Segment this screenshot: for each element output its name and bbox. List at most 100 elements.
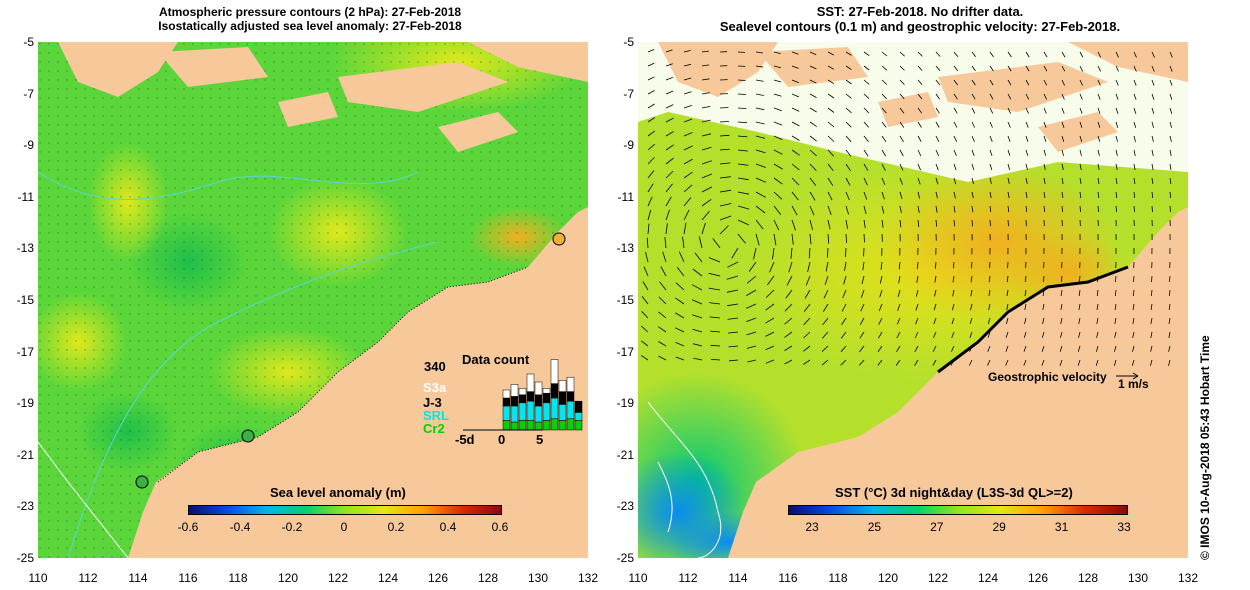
velocity-arrow — [1169, 107, 1173, 114]
velocity-arrow — [647, 223, 650, 235]
velocity-arrow — [737, 79, 746, 81]
velocity-arrow — [773, 79, 782, 83]
velocity-arrow — [899, 135, 904, 143]
sst-colorbar-tick: 23 — [805, 520, 819, 534]
velocity-arrow — [665, 223, 668, 235]
velocity-arrow — [845, 177, 851, 186]
velocity-arrow — [1169, 65, 1173, 72]
velocity-arrow — [1169, 51, 1173, 58]
velocity-arrow — [899, 205, 902, 214]
velocity-arrow — [773, 219, 780, 231]
velocity-arrow — [843, 275, 847, 285]
velocity-arrow — [845, 191, 850, 201]
velocity-arrow — [701, 198, 712, 207]
lon-tick-label: 120 — [277, 571, 299, 585]
velocity-arrow — [1133, 51, 1137, 58]
velocity-arrow — [1006, 289, 1009, 297]
velocity-arrow — [773, 149, 783, 155]
lon-tick-label: 122 — [927, 571, 949, 585]
velocity-arrow — [665, 144, 674, 151]
velocity-arrow — [827, 93, 835, 99]
velocity-arrow — [1097, 121, 1101, 128]
lat-tick-label: -23 — [616, 499, 634, 514]
velocity-arrow — [1169, 135, 1172, 142]
velocity-arrow — [765, 317, 775, 324]
sla-colorbar-title: Sea level anomaly (m) — [270, 485, 406, 500]
lon-tick-label: 112 — [78, 571, 98, 585]
velocity-arrow — [641, 296, 649, 305]
velocity-arrow — [788, 261, 793, 273]
velocity-arrow — [953, 135, 958, 142]
velocity-arrow — [784, 345, 793, 351]
velocity-arrow — [989, 79, 994, 86]
lon-tick-label: 132 — [577, 571, 599, 585]
velocity-arrow — [899, 163, 904, 171]
velocity-arrow — [808, 247, 811, 259]
velocity-arrow — [726, 289, 739, 293]
velocity-arrow — [987, 317, 991, 325]
velocity-arrow — [727, 303, 739, 307]
velocity-arrow — [916, 275, 919, 283]
velocity-arrow — [1150, 359, 1153, 366]
velocity-arrow — [989, 93, 994, 100]
velocity-arrow — [989, 135, 993, 142]
velocity-arrow — [701, 119, 711, 123]
velocity-arrow — [1025, 79, 1030, 86]
data-count-bar-s3a — [502, 389, 511, 399]
lon-tick-label: 118 — [828, 571, 848, 585]
velocity-arrow — [989, 163, 993, 171]
velocity-arrow — [1151, 93, 1155, 100]
velocity-arrow — [701, 210, 710, 221]
velocity-arrow — [899, 177, 903, 185]
lon-tick-label: 124 — [377, 571, 399, 585]
velocity-arrow — [1079, 135, 1083, 142]
velocity-arrow — [971, 79, 976, 86]
velocity-arrow — [1150, 289, 1153, 297]
velocity-arrow — [1061, 191, 1064, 199]
velocity-arrow — [692, 284, 703, 291]
velocity-arrow — [708, 287, 721, 291]
velocity-arrow — [932, 359, 937, 366]
velocity-arrow — [845, 233, 847, 244]
velocity-arrow — [935, 107, 940, 114]
velocity-arrow — [1115, 163, 1118, 170]
velocity-arrow — [953, 191, 956, 199]
data-count-bar-j3 — [566, 391, 575, 402]
velocity-arrow — [1168, 359, 1171, 366]
velocity-arrow — [748, 261, 757, 272]
velocity-arrow — [951, 303, 955, 311]
velocity-arrow — [845, 247, 847, 258]
velocity-arrow — [1079, 93, 1083, 100]
velocity-arrow — [845, 205, 849, 215]
velocity-arrow — [845, 149, 852, 157]
lat-tick-label: -7 — [623, 86, 634, 101]
flores-timor-island — [938, 62, 1108, 112]
velocity-arrow — [822, 331, 829, 339]
velocity-arrow — [987, 359, 991, 366]
velocity-arrow — [1168, 345, 1171, 352]
velocity-arrow — [784, 359, 793, 365]
velocity-arrow — [791, 233, 794, 245]
pressure-contour — [67, 241, 439, 558]
velocity-arrow — [683, 63, 691, 67]
java-island-east — [158, 47, 268, 87]
velocity-arrow — [809, 135, 817, 142]
velocity-arrow — [860, 289, 865, 298]
velocity-arrow — [1151, 163, 1154, 170]
right-title-line2: Sealevel contours (0.1 m) and geostrophi… — [719, 19, 1121, 34]
lon-tick-label: 130 — [527, 571, 549, 585]
velocity-arrow — [881, 121, 887, 128]
velocity-arrow — [827, 51, 834, 56]
right-title-line1: SST: 27-Feb-2018. No drifter data. — [816, 4, 1024, 19]
velocity-arrow — [701, 222, 706, 235]
velocity-arrow — [804, 289, 811, 299]
velocity-arrow — [719, 176, 731, 179]
data-count-bar-srl — [534, 405, 543, 423]
data-count-bar-srl — [502, 405, 511, 421]
velocity-arrow — [1169, 177, 1172, 184]
velocity-arrow — [1097, 65, 1101, 72]
geostrophic-velocity-label: Geostrophic velocity — [988, 370, 1107, 384]
velocity-arrow — [753, 247, 757, 260]
java-island-west — [658, 42, 778, 97]
velocity-arrow — [755, 135, 766, 139]
